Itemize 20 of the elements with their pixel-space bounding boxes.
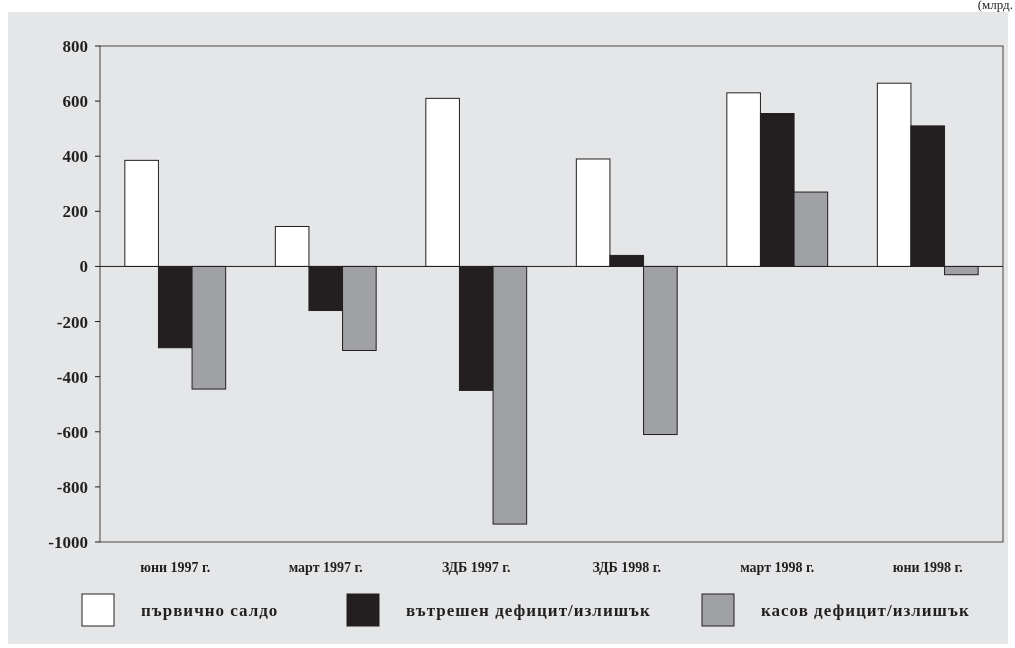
text: (млрд. bbox=[977, 0, 1013, 12]
y-tick-label: 800 bbox=[62, 36, 88, 56]
y-tick-label: -1000 bbox=[48, 532, 88, 552]
legend-label: касов дефицит/излишък bbox=[761, 600, 970, 620]
legend-label: вътрешен дефицит/излишък bbox=[406, 600, 651, 620]
y-tick-label: -200 bbox=[56, 312, 88, 332]
y-tick-label: -800 bbox=[56, 477, 88, 497]
x-tick-label: ЗДБ 1998 г. bbox=[592, 560, 662, 575]
x-tick-label: март 1997 г. bbox=[288, 560, 363, 575]
x-tick-label: юни 1998 г. bbox=[892, 560, 963, 575]
x-tick-label: март 1998 г. bbox=[740, 560, 815, 575]
legend-label: първично салдо bbox=[141, 600, 279, 620]
y-tick-label: 200 bbox=[62, 202, 88, 222]
y-tick-label: 0 bbox=[79, 257, 88, 277]
x-tick-label: юни 1997 г. bbox=[140, 560, 211, 575]
y-tick-label: -600 bbox=[56, 422, 88, 442]
y-tick-label: 400 bbox=[62, 147, 88, 167]
x-tick-label: ЗДБ 1997 г. bbox=[441, 560, 511, 575]
y-tick-label: 600 bbox=[62, 92, 88, 112]
y-tick-label: -400 bbox=[56, 367, 88, 387]
